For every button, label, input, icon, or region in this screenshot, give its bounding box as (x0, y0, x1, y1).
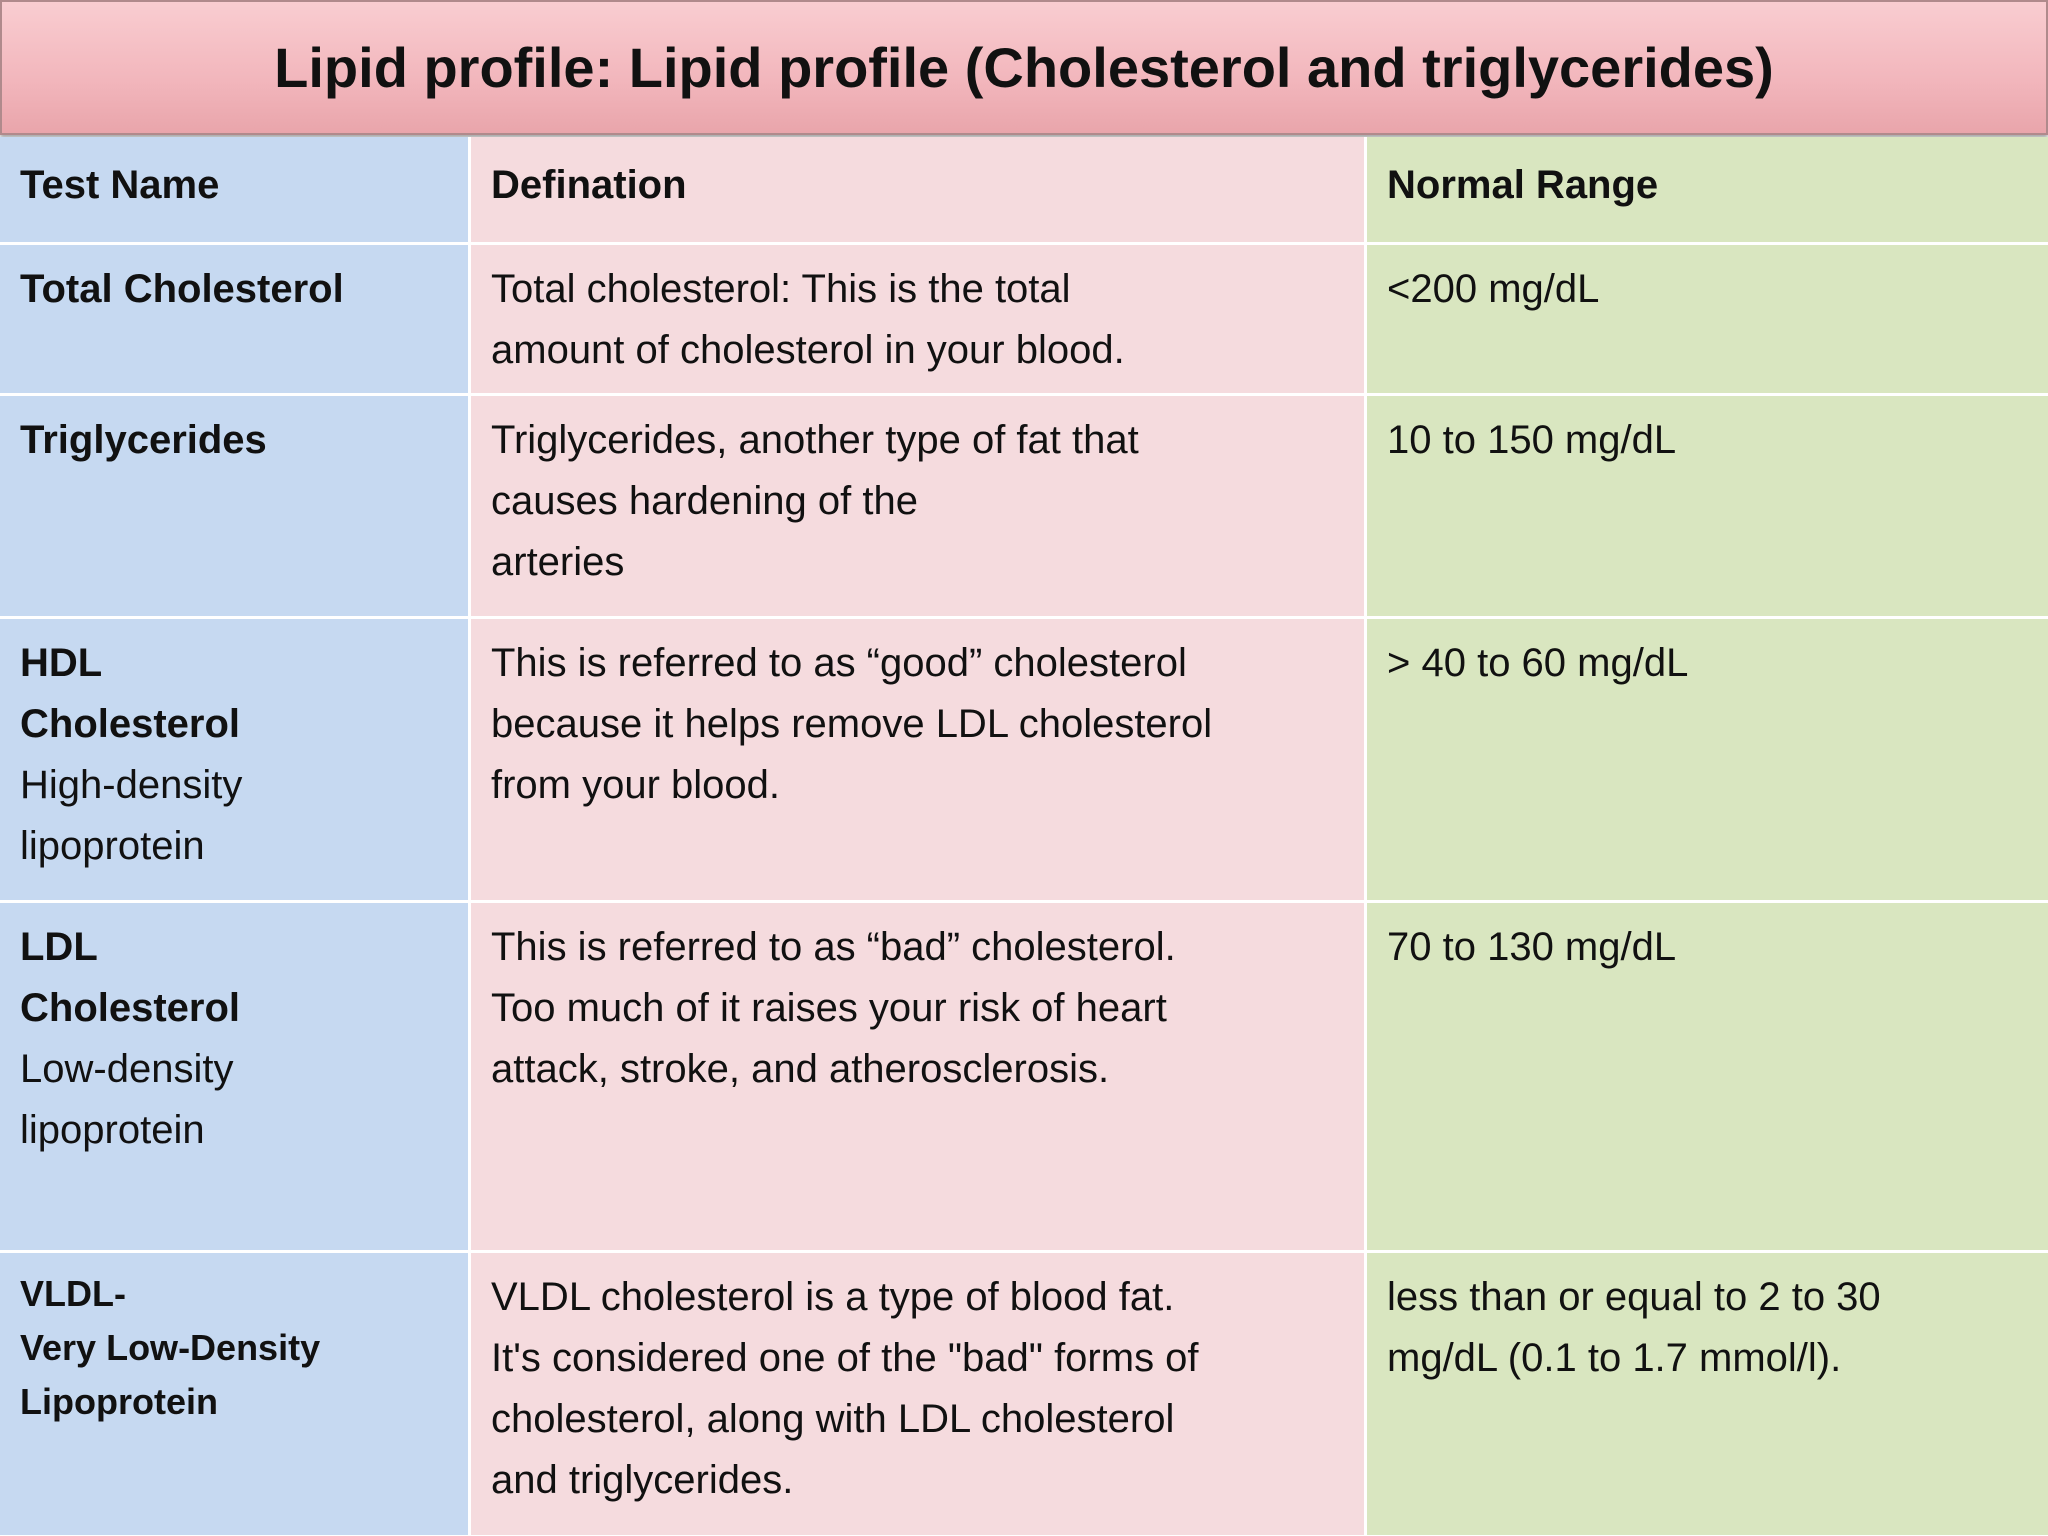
range-cell: <200 mg/dL (1367, 245, 2048, 393)
definition-cell: This is referred to as “bad” cholesterol… (471, 903, 1364, 1250)
header-cell: Normal Range (1367, 137, 2048, 242)
definition-line: Triglycerides, another type of fat that (491, 418, 1139, 462)
definition-cell: VLDL cholesterol is a type of blood fat.… (471, 1253, 1364, 1535)
range-cell: 70 to 130 mg/dL (1367, 903, 2048, 1250)
definition-line: cholesterol, along with LDL cholesterol (491, 1397, 1175, 1441)
test-subname: lipoprotein (20, 1108, 205, 1152)
range-line: less than or equal to 2 to 30 (1387, 1275, 1881, 1319)
definition-line: VLDL cholesterol is a type of blood fat. (491, 1275, 1175, 1319)
definition-cell: Triglycerides, another type of fat that c… (471, 396, 1364, 616)
definition-line: arteries (491, 540, 625, 584)
test-name: Cholesterol (20, 986, 241, 1030)
definition-line: Total cholesterol: This is the total (491, 267, 1071, 311)
range-line: 70 to 130 mg/dL (1387, 925, 1677, 969)
definition-line: Too much of it raises your risk of heart (491, 986, 1167, 1030)
range-cell: > 40 to 60 mg/dL (1367, 619, 2048, 900)
range-line: mg/dL (0.1 to 1.7 mmol/l). (1387, 1336, 1842, 1380)
test-name: Very Low-Density (20, 1327, 321, 1368)
header-cell: Defination (471, 137, 1364, 242)
test-name-cell: Total Cholesterol (0, 245, 468, 393)
test-name: Triglycerides (20, 418, 267, 462)
definition-line: amount of cholesterol in your blood. (491, 328, 1125, 372)
test-name-cell: Triglycerides (0, 396, 468, 616)
test-name: VLDL- (20, 1273, 126, 1314)
definition-line: and triglycerides. (491, 1458, 794, 1502)
definition-line: attack, stroke, and atherosclerosis. (491, 1047, 1110, 1091)
range-line: 10 to 150 mg/dL (1387, 418, 1677, 462)
definition-line: causes hardening of the (491, 479, 918, 523)
lipid-table: Test Name Defination Normal Range Total Cho… (0, 137, 2048, 1535)
range-line: <200 mg/dL (1387, 267, 1600, 311)
header-cell: Test Name (0, 137, 468, 242)
definition-line: It's considered one of the "bad" forms o… (491, 1336, 1199, 1380)
test-name: LDL (20, 925, 98, 969)
definition-line: This is referred to as “good” cholestero… (491, 641, 1187, 685)
test-subname: lipoprotein (20, 824, 205, 868)
test-name-cell: HDL Cholesterol High-density lipoprotein (0, 619, 468, 900)
test-name-cell: LDL Cholesterol Low-density lipoprotein (0, 903, 468, 1250)
slide-title: Lipid profile: Lipid profile (Cholestero… (0, 0, 2048, 135)
range-cell: less than or equal to 2 to 30 mg/dL (0.1 … (1367, 1253, 2048, 1535)
test-name-cell: VLDL- Very Low-Density Lipoprotein (0, 1253, 468, 1535)
test-name: Total Cholesterol (20, 267, 344, 311)
range-line: > 40 to 60 mg/dL (1387, 641, 1689, 685)
test-name: Cholesterol (20, 702, 241, 746)
definition-cell: Total cholesterol: This is the total amou… (471, 245, 1364, 393)
test-name: HDL (20, 641, 103, 685)
test-subname: High-density (20, 763, 243, 807)
test-subname: Low-density (20, 1047, 234, 1091)
definition-line: from your blood. (491, 763, 781, 807)
range-cell: 10 to 150 mg/dL (1367, 396, 2048, 616)
definition-cell: This is referred to as “good” cholestero… (471, 619, 1364, 900)
definition-line: This is referred to as “bad” cholesterol… (491, 925, 1176, 969)
test-name: Lipoprotein (20, 1381, 218, 1422)
definition-line: because it helps remove LDL cholesterol (491, 702, 1213, 746)
